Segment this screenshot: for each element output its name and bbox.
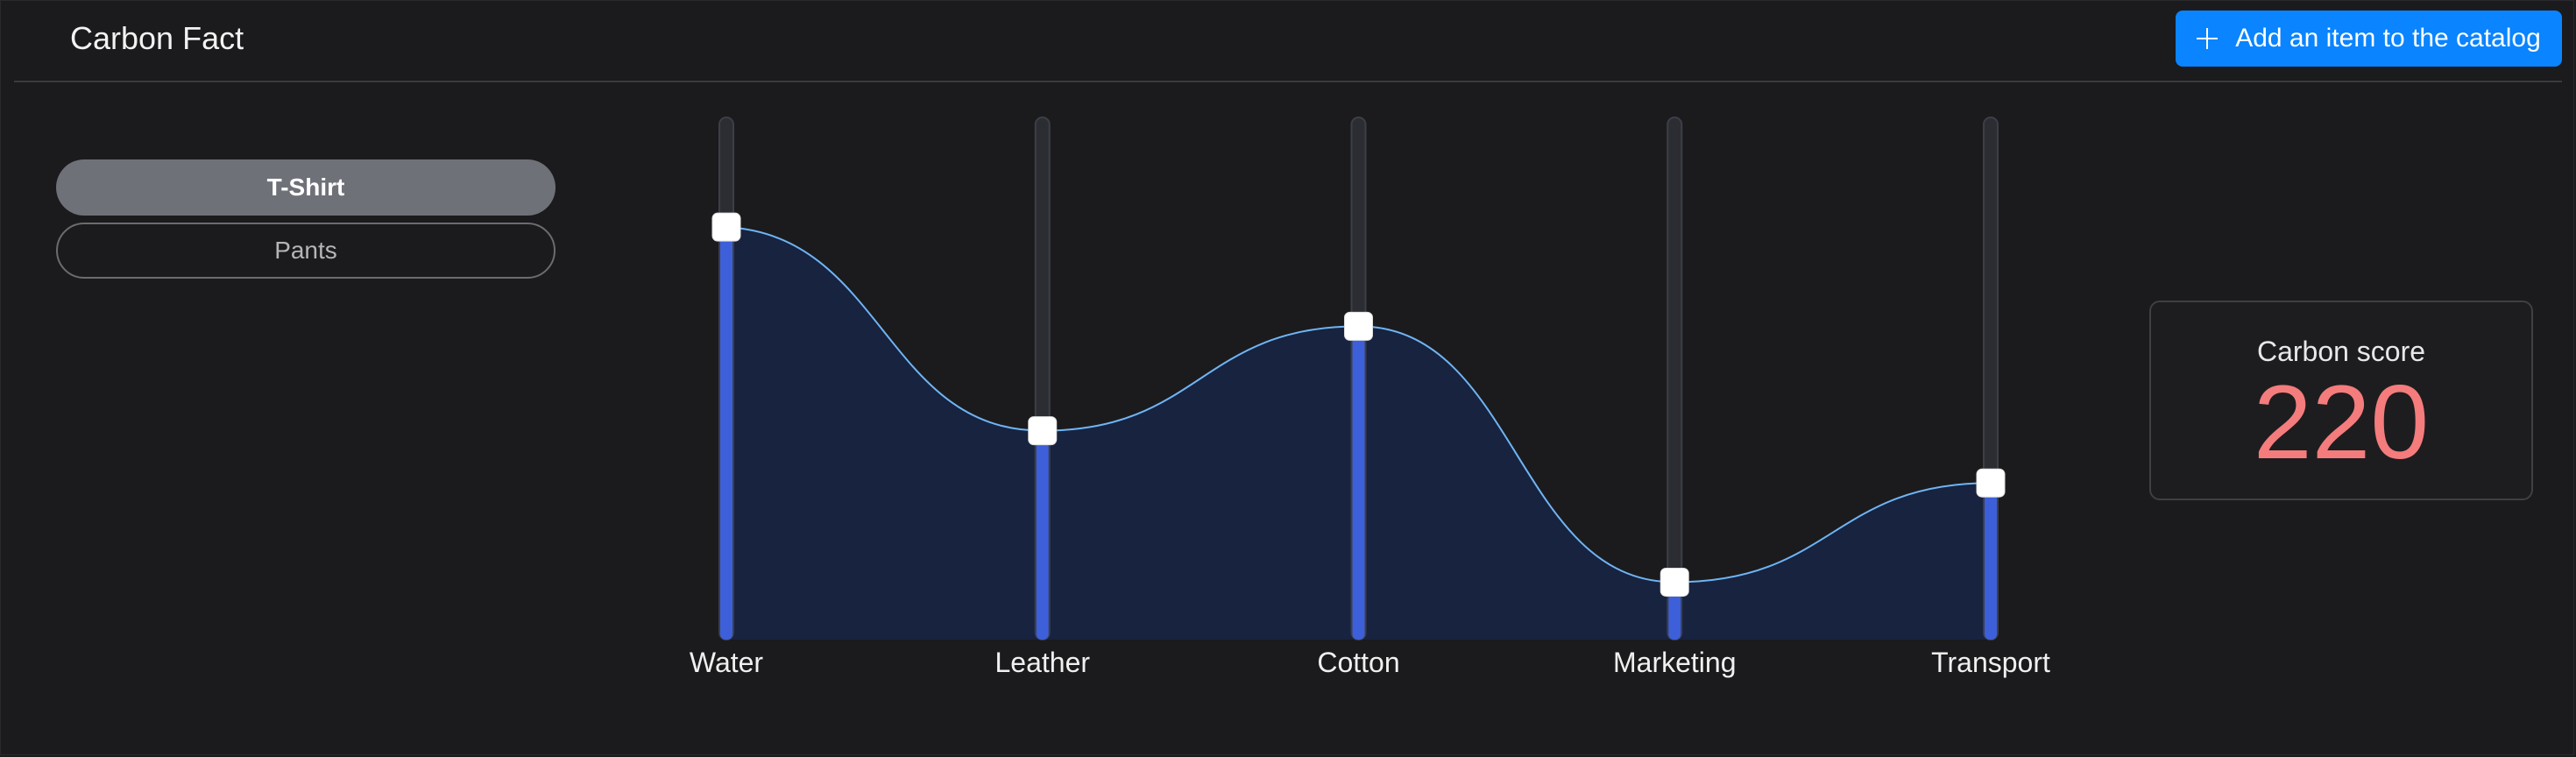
product-item-pants[interactable]: Pants xyxy=(56,223,556,279)
slider-label-transport: Transport xyxy=(1931,647,2050,678)
slider-handle-leather[interactable] xyxy=(1028,416,1058,446)
add-item-button[interactable]: Add an item to the catalog xyxy=(2176,11,2562,67)
slider-fill-water xyxy=(720,227,732,640)
plus-icon xyxy=(2197,28,2219,49)
slider-handle-transport[interactable] xyxy=(1976,468,2006,498)
carbon-score-value: 220 xyxy=(2253,364,2430,481)
slider-label-leather: Leather xyxy=(994,647,1091,678)
header-divider xyxy=(14,81,2562,82)
slider-handle-cotton[interactable] xyxy=(1344,311,1373,341)
carbon-score-title: Carbon score xyxy=(2256,336,2426,367)
slider-fill-cotton xyxy=(1352,326,1365,640)
slider-handle-marketing[interactable] xyxy=(1660,567,1689,597)
product-list: T-Shirt Pants xyxy=(56,159,556,286)
product-item-label: Pants xyxy=(274,237,337,264)
app-title: Carbon Fact xyxy=(70,20,244,56)
add-item-button-label: Add an item to the catalog xyxy=(2235,24,2541,53)
slider-label-cotton: Cotton xyxy=(1317,647,1400,678)
header: Carbon Fact Add an item to the catalog xyxy=(0,0,2576,81)
slider-track-marketing[interactable] xyxy=(1667,117,1683,640)
slider-label-marketing: Marketing xyxy=(1613,647,1737,678)
slider-fill-leather xyxy=(1036,430,1049,640)
slider-label-water: Water xyxy=(689,647,764,678)
product-item-tshirt[interactable]: T-Shirt xyxy=(56,159,556,216)
product-item-label: T-Shirt xyxy=(266,173,345,201)
slider-fill-transport xyxy=(1985,483,1997,640)
slider-handle-water[interactable] xyxy=(711,212,741,242)
carbon-score-card: Carbon score 220 xyxy=(2149,301,2533,500)
